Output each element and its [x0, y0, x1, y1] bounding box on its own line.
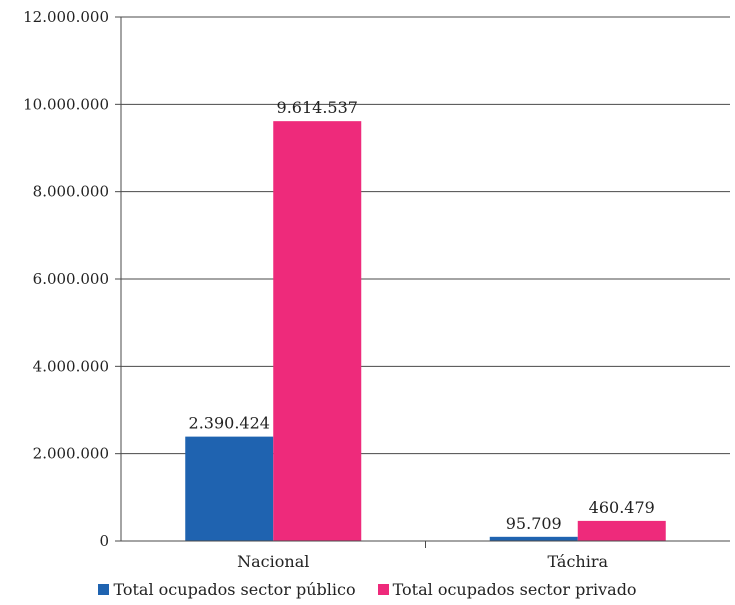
y-tick-label: 0 — [99, 532, 109, 550]
gridlines — [121, 16, 730, 455]
y-tick-label: 12.000.000 — [23, 8, 109, 26]
x-axis: Nacional Táchira — [120, 17, 730, 571]
bar-private — [273, 121, 362, 541]
legend: Total ocupados sector público Total ocup… — [0, 576, 735, 602]
data-labels: 2.390.424 9.614.537 95.709 460.479 — [189, 98, 655, 533]
legend-item-public: Total ocupados sector público — [98, 576, 356, 602]
y-tick-label: 8.000.000 — [33, 183, 109, 201]
data-label: 460.479 — [589, 498, 655, 517]
data-label: 9.614.537 — [277, 98, 358, 117]
x-category-label: Táchira — [547, 552, 608, 571]
bar-public — [489, 536, 578, 541]
x-category-label: Nacional — [237, 552, 309, 571]
legend-label-private: Total ocupados sector privado — [392, 579, 637, 599]
legend-item-private: Total ocupados sector privado — [377, 576, 637, 602]
data-label: 95.709 — [506, 514, 562, 533]
y-tick-label: 4.000.000 — [33, 357, 109, 375]
legend-label-public: Total ocupados sector público — [113, 579, 356, 599]
bar-private — [577, 520, 666, 541]
y-tick-label: 10.000.000 — [23, 95, 109, 113]
y-axis-ticks: 0 2.000.000 4.000.000 6.000.000 8.000.000 10.… — [23, 8, 121, 550]
data-label: 2.390.424 — [189, 414, 270, 433]
bar-public — [185, 436, 274, 541]
legend-swatch-public — [98, 583, 110, 595]
bars — [185, 121, 666, 541]
y-tick-label: 6.000.000 — [33, 270, 109, 288]
y-tick-label: 2.000.000 — [33, 445, 109, 463]
legend-swatch-private — [377, 583, 389, 595]
